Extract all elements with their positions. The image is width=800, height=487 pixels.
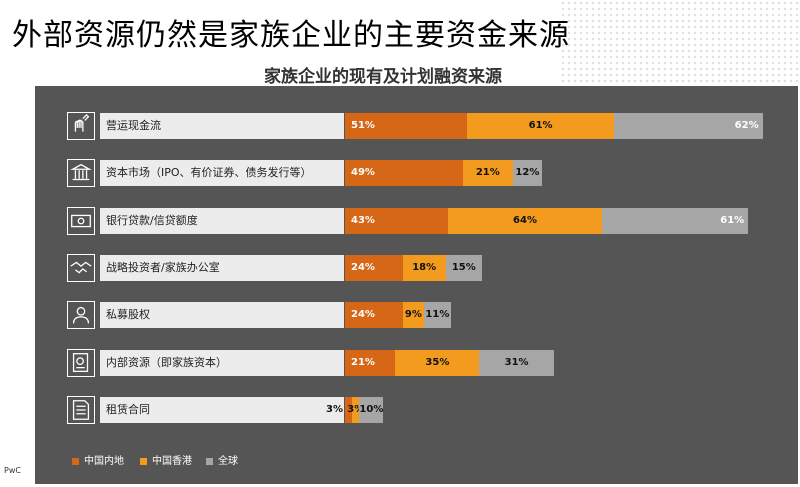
bar-mainland xyxy=(345,207,449,234)
banknote-icon xyxy=(67,206,95,235)
category-label: 内部资源（即家族资本） xyxy=(100,349,344,376)
document-lines-icon xyxy=(67,395,95,424)
bar-mainland xyxy=(345,113,468,139)
legend-item-hongkong: 中国香港 xyxy=(140,452,192,467)
dot-pattern-decoration xyxy=(560,0,800,86)
category-label: 资本市场（IPO、有价证券、债务发行等） xyxy=(100,160,344,187)
bar-mainland xyxy=(345,302,403,329)
bar-hongkong xyxy=(462,160,513,187)
data-label-global: 61% xyxy=(720,214,745,226)
person-icon xyxy=(67,301,95,330)
bar-global xyxy=(359,396,384,423)
data-label-global: 12% xyxy=(515,167,540,179)
data-label-hongkong: 3% xyxy=(347,403,365,415)
data-label-mainland: 24% xyxy=(351,261,375,273)
bar-global xyxy=(613,113,763,139)
data-label-mainland: 3% xyxy=(326,403,343,415)
bar-hongkong xyxy=(402,254,446,281)
data-label-mainland: 51% xyxy=(351,120,375,131)
legend-item-global: 全球 xyxy=(206,452,238,467)
legend-swatch-hongkong xyxy=(140,457,147,465)
bar-global xyxy=(479,349,554,376)
data-label-hongkong: 35% xyxy=(425,356,450,368)
bar-hongkong xyxy=(448,207,602,234)
legend-swatch-global xyxy=(206,457,213,465)
legend-swatch-mainland xyxy=(72,457,79,465)
bar-global xyxy=(601,207,749,234)
document-seal-icon xyxy=(67,348,95,377)
chart-title: 家族企业的现有及计划融资来源 xyxy=(264,67,502,87)
data-label-mainland: 49% xyxy=(351,167,375,179)
data-label-hongkong: 9% xyxy=(404,309,422,321)
category-label: 营运现金流 xyxy=(100,113,344,139)
data-label-global: 15% xyxy=(451,261,476,273)
bar-mainland xyxy=(345,160,463,187)
bar-mainland xyxy=(345,254,403,281)
data-label-global: 11% xyxy=(425,309,450,321)
legend-item-mainland: 中国内地 xyxy=(72,452,124,467)
pwc-brand: PwC xyxy=(4,466,21,475)
bar-global xyxy=(424,302,451,329)
chart-panel xyxy=(35,86,798,484)
data-label-hongkong: 61% xyxy=(528,120,553,131)
bar-hongkong xyxy=(467,113,614,139)
data-label-mainland: 43% xyxy=(351,214,375,226)
capital-building-icon xyxy=(67,159,95,188)
data-label-hongkong: 64% xyxy=(513,214,537,226)
category-label: 租赁合同 xyxy=(100,396,344,423)
data-label-global: 62% xyxy=(734,120,759,131)
hand-pen-icon xyxy=(67,112,95,140)
data-label-mainland: 24% xyxy=(351,309,375,321)
bar-global xyxy=(445,254,482,281)
category-label: 战略投资者/家族办公室 xyxy=(100,254,344,281)
data-label-hongkong: 18% xyxy=(412,261,437,273)
handshake-icon xyxy=(67,253,95,282)
bar-hongkong xyxy=(402,302,425,329)
category-label: 银行贷款/信贷额度 xyxy=(100,207,344,234)
legend-label-hongkong: 中国香港 xyxy=(152,456,192,467)
data-label-hongkong: 21% xyxy=(475,167,500,179)
bar-hongkong xyxy=(352,396,360,423)
bar-mainland xyxy=(345,349,396,376)
legend-label-global: 全球 xyxy=(218,456,238,467)
bar-global xyxy=(513,160,542,187)
bar-mainland xyxy=(345,396,353,423)
data-label-mainland: 21% xyxy=(351,356,375,368)
category-label: 私募股权 xyxy=(100,302,344,329)
bar-hongkong xyxy=(395,349,480,376)
page-title: 外部资源仍然是家族企业的主要资金来源 xyxy=(12,18,570,53)
data-label-global: 31% xyxy=(504,356,529,368)
data-label-global: 10% xyxy=(359,403,384,415)
legend-label-mainland: 中国内地 xyxy=(84,456,124,467)
